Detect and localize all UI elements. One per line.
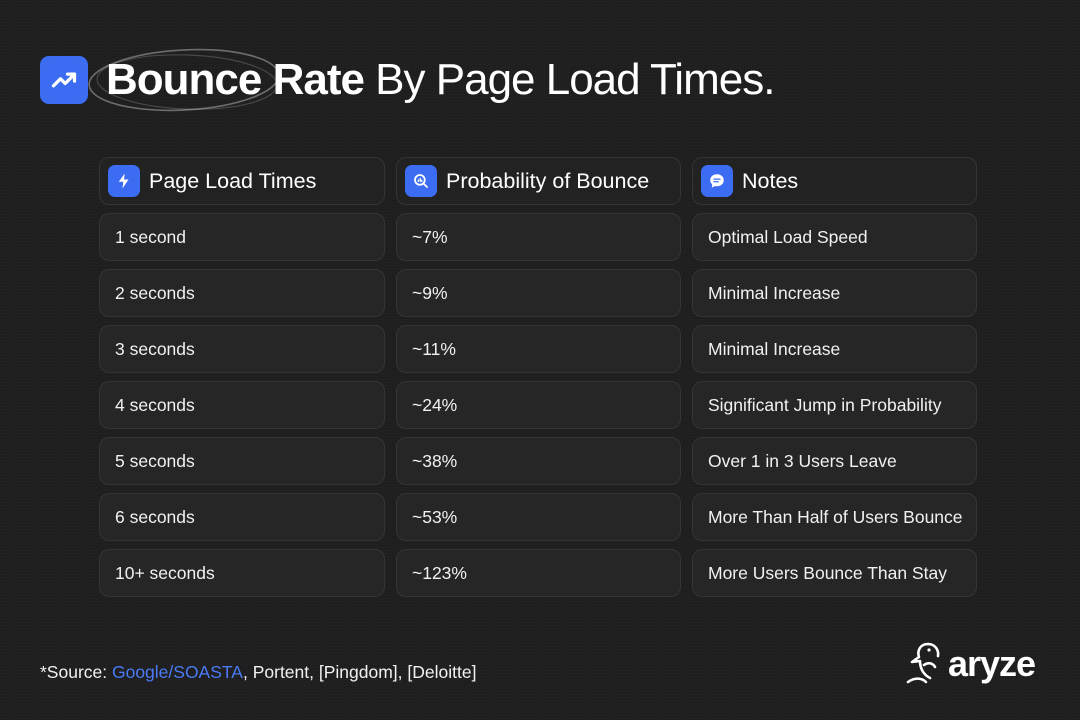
source-rest: , Portent, [Pingdom], [Deloitte]: [242, 662, 477, 682]
note-cell: More Users Bounce Than Stay: [692, 549, 977, 597]
note-cell: Minimal Increase: [692, 325, 977, 373]
table-row: 3 seconds ~11% Minimal Increase: [99, 325, 977, 373]
load-time-cell: 3 seconds: [99, 325, 385, 373]
table-header-row: Page Load Times Probability of Bounce: [99, 157, 977, 205]
bird-icon: [906, 642, 940, 684]
table-row: 5 seconds ~38% Over 1 in 3 Users Leave: [99, 437, 977, 485]
load-time-cell: 5 seconds: [99, 437, 385, 485]
load-time-cell: 2 seconds: [99, 269, 385, 317]
page-title: Bounce Rate By Page Load Times.: [88, 48, 775, 112]
probability-cell: ~7%: [396, 213, 681, 261]
probability-cell: ~9%: [396, 269, 681, 317]
title-row: Bounce Rate By Page Load Times.: [40, 48, 775, 112]
table-row: 4 seconds ~24% Significant Jump in Proba…: [99, 381, 977, 429]
logo-wordmark: aryze: [948, 643, 1036, 684]
load-time-cell: 4 seconds: [99, 381, 385, 429]
magnify-chart-icon: [405, 165, 437, 197]
source-citation: *Source: Google/SOASTA, Portent, [Pingdo…: [40, 662, 476, 683]
table-row: 10+ seconds ~123% More Users Bounce Than…: [99, 549, 977, 597]
column-header-load-time: Page Load Times: [99, 157, 385, 205]
column-header-label: Notes: [742, 168, 799, 193]
note-cell: Over 1 in 3 Users Leave: [692, 437, 977, 485]
table-row: 6 seconds ~53% More Than Half of Users B…: [99, 493, 977, 541]
lightning-icon: [108, 165, 140, 197]
load-time-cell: 6 seconds: [99, 493, 385, 541]
source-link-google-soasta[interactable]: Google/SOASTA: [111, 662, 243, 682]
title-rest: By Page Load Times.: [363, 55, 775, 104]
column-header-label: Probability of Bounce: [446, 168, 650, 193]
probability-cell: ~11%: [396, 325, 681, 373]
probability-cell: ~53%: [396, 493, 681, 541]
title-highlight: Bounce Rate: [106, 55, 365, 104]
probability-cell: ~123%: [396, 549, 681, 597]
column-header-probability: Probability of Bounce: [396, 157, 681, 205]
probability-cell: ~24%: [396, 381, 681, 429]
note-cell: More Than Half of Users Bounce: [692, 493, 977, 541]
bounce-table: Page Load Times Probability of Bounce: [99, 157, 977, 605]
probability-cell: ~38%: [396, 437, 681, 485]
note-cell: Optimal Load Speed: [692, 213, 977, 261]
note-cell: Significant Jump in Probability: [692, 381, 977, 429]
load-time-cell: 1 second: [99, 213, 385, 261]
note-cell: Minimal Increase: [692, 269, 977, 317]
table-row: 2 seconds ~9% Minimal Increase: [99, 269, 977, 317]
table-row: 1 second ~7% Optimal Load Speed: [99, 213, 977, 261]
load-time-cell: 10+ seconds: [99, 549, 385, 597]
source-prefix: *Source:: [40, 662, 112, 682]
column-header-notes: Notes: [692, 157, 977, 205]
chat-bubble-icon: [701, 165, 733, 197]
trending-up-icon: [40, 56, 88, 104]
aryze-logo: aryze: [906, 636, 1046, 692]
column-header-label: Page Load Times: [149, 168, 317, 193]
